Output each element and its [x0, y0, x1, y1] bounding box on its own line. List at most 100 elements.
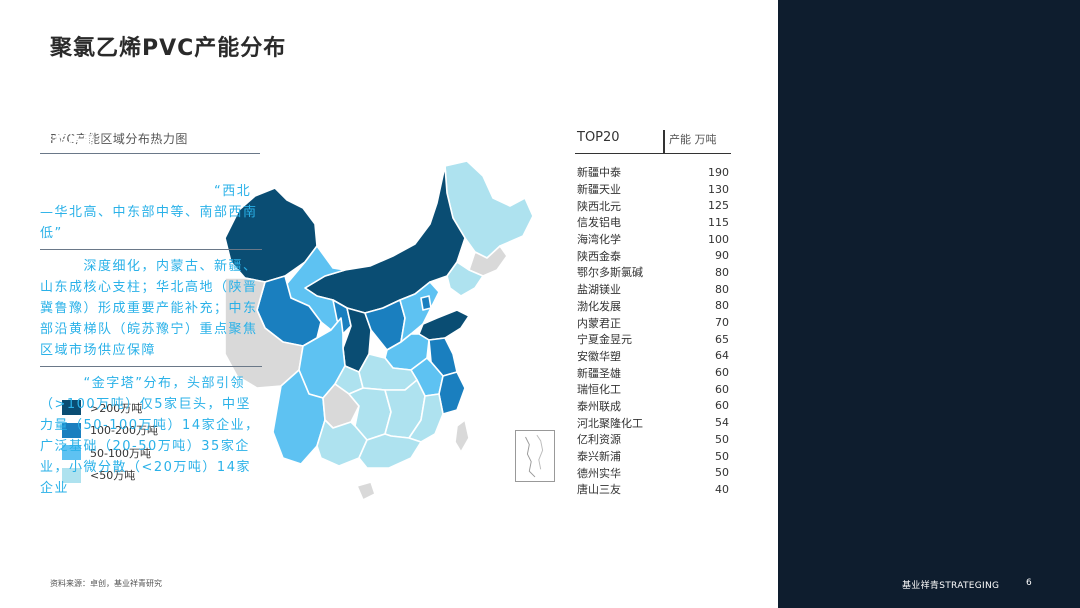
table-row: 新疆天业 130 [575, 181, 731, 198]
capacity-value: 115 [708, 215, 729, 229]
capacity-value: 60 [715, 382, 729, 396]
header-name: TOP20 [577, 130, 620, 145]
region-guangdong [358, 433, 422, 469]
company-name: 泰州联成 [577, 399, 621, 413]
table-body: 新疆中泰 190 新疆天业 130 陕西北元 125 信发铝电 115 海湾化学 100 … [575, 164, 731, 498]
legend-swatch [62, 467, 81, 483]
capacity-value: 40 [715, 482, 729, 496]
region-label: 区域： [40, 259, 84, 274]
company-name: 泰兴新浦 [577, 450, 621, 464]
table-row: 德州实华 50 [575, 464, 731, 481]
header-value: 产能 万吨 [669, 133, 717, 146]
region-paragraph: 区域：深度细化，内蒙古、新疆、山东成核心支柱；华北高地（陕晋冀鲁豫）形成重要产能… [40, 256, 262, 361]
legend: >200万吨 100-200万吨 50-100万吨 <50万吨 [62, 400, 158, 490]
table-row: 泰州联成 60 [575, 398, 731, 415]
table-row: 内蒙君正 70 [575, 314, 731, 331]
capacity-value: 50 [715, 432, 729, 446]
region-guangxi [316, 419, 368, 467]
company-name: 盐湖镁业 [577, 283, 621, 297]
pattern-paragraph: 产能布局由分布于22个省份的68家生产企业共同构成，呈现“西北—华北高、中东部中… [40, 160, 262, 244]
region-tianjin [420, 295, 432, 311]
capacity-value: 100 [708, 232, 729, 246]
panel-body: 产能布局由分布于22个省份的68家生产企业共同构成，呈现“西北—华北高、中东部中… [40, 160, 262, 504]
source-note: 资料来源：卓创，基业祥青研究 [50, 579, 162, 588]
company-name: 亿利资源 [577, 433, 621, 447]
china-heatmap [225, 160, 534, 501]
panel-divider [40, 153, 260, 154]
capacity-value: 70 [715, 316, 729, 330]
pattern-text-end: 的鲜明特征 [62, 226, 136, 241]
company-name: 新疆天业 [577, 183, 621, 197]
company-name: 新疆圣雄 [577, 366, 621, 380]
top20-table: TOP20 产能 万吨 新疆中泰 190 新疆天业 130 陕西北元 125 信发铝电… [575, 130, 731, 498]
region-inner-mongolia [304, 165, 466, 314]
capacity-value: 50 [715, 466, 729, 480]
company-name: 新疆中泰 [577, 166, 621, 180]
legend-swatch [62, 445, 81, 460]
map-title: PVC产能区域分布热力图 [50, 132, 188, 146]
company-name: 渤化发展 [577, 299, 621, 313]
enterprise-label: 企业： [40, 376, 84, 391]
header-divider [663, 130, 665, 154]
company-name: 内蒙君正 [577, 316, 621, 330]
table-row: 海湾化学 100 [575, 231, 731, 248]
enterprise-paragraph: 企业：“金字塔”分布，头部引领（>100万吨）仅5家巨头，中坚力量（50-100… [40, 373, 262, 499]
enterprise-text: “金字塔”分布，头部引领（>100万吨）仅5家巨头，中坚力量（50-100万吨）… [40, 376, 260, 496]
footer-brand: 基业祥青STRATEGING [902, 581, 1000, 591]
capacity-value: 90 [715, 249, 729, 263]
region-zhejiang [438, 371, 466, 415]
legend-item: 50-100万吨 [62, 445, 158, 460]
company-name: 河北聚隆化工 [577, 416, 643, 430]
table-row: 渤化发展 80 [575, 298, 731, 315]
paragraph-divider [40, 249, 262, 250]
company-name: 安徽华塑 [577, 349, 621, 363]
table-row: 陕西北元 125 [575, 197, 731, 214]
panel-title: 产能格局 [40, 134, 97, 149]
company-name: 陕西北元 [577, 199, 621, 213]
legend-swatch [62, 400, 81, 415]
table-row: 陕西金泰 90 [575, 247, 731, 264]
company-name: 鄂尔多斯氯碱 [577, 266, 643, 280]
capacity-value: 130 [708, 182, 729, 196]
table-row: 鄂尔多斯氯碱 80 [575, 264, 731, 281]
capacity-value: 60 [715, 366, 729, 380]
capacity-value: 60 [715, 399, 729, 413]
company-name: 陕西金泰 [577, 249, 621, 263]
legend-label: 50-100万吨 [90, 446, 151, 460]
company-name: 海湾化学 [577, 233, 621, 247]
company-name: 宁夏金昱元 [577, 333, 632, 347]
pattern-text: 产能布局由分布于22个省份的68家生产企业共同构成，呈现 [40, 163, 254, 199]
company-name: 德州实华 [577, 466, 621, 480]
region-fujian [408, 393, 444, 443]
capacity-value: 80 [715, 282, 729, 296]
table-row: 新疆圣雄 60 [575, 364, 731, 381]
legend-label: >200万吨 [90, 401, 143, 415]
capacity-value: 80 [715, 265, 729, 279]
company-name: 唐山三友 [577, 483, 621, 497]
region-liaoning [446, 261, 484, 297]
company-name: 信发铝电 [577, 216, 621, 230]
capacity-value: 65 [715, 332, 729, 346]
region-text: 深度细化，内蒙古、新疆、山东成核心支柱；华北高地（陕晋冀鲁豫）形成重要产能补充；… [40, 259, 258, 358]
pattern-highlight: “西北—华北高、中东部中等、南部西南低” [40, 184, 258, 241]
table-row: 泰兴新浦 50 [575, 448, 731, 465]
table-row: 河北聚隆化工 54 [575, 414, 731, 431]
table-row: 盐湖镁业 80 [575, 281, 731, 298]
legend-item: <50万吨 [62, 467, 158, 483]
company-name: 瑞恒化工 [577, 383, 621, 397]
capacity-value: 125 [708, 199, 729, 213]
legend-item: >200万吨 [62, 400, 158, 415]
table-row: 亿利资源 50 [575, 431, 731, 448]
south-china-sea-inset [515, 430, 555, 482]
paragraph-divider [40, 366, 262, 367]
legend-label: 100-200万吨 [90, 424, 158, 437]
legend-label: <50万吨 [90, 469, 136, 482]
region-hainan [356, 481, 376, 501]
table-row: 安徽华塑 64 [575, 348, 731, 365]
page-number: 6 [1026, 578, 1032, 588]
table-header: TOP20 产能 万吨 [575, 130, 731, 154]
capacity-value: 80 [715, 299, 729, 313]
capacity-value: 50 [715, 449, 729, 463]
capacity-value: 54 [715, 416, 729, 430]
table-row: 信发铝电 115 [575, 214, 731, 231]
